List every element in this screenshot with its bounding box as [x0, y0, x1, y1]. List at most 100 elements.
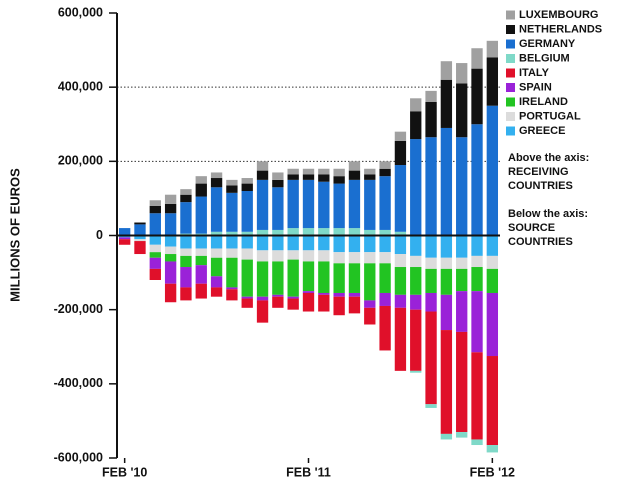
legend-swatch: [506, 25, 515, 34]
bar-segment: [134, 224, 146, 236]
y-tick-label: 200,000: [58, 154, 103, 168]
bar-segment: [425, 102, 437, 138]
bar-segment: [180, 248, 192, 256]
bar-segment: [226, 289, 238, 301]
bar-segment: [149, 213, 161, 236]
bar-segment: [287, 174, 299, 180]
legend-label: IRELAND: [519, 96, 568, 108]
bar-segment: [210, 231, 223, 236]
bar-segment: [486, 235, 499, 256]
bar-segment: [180, 255, 192, 268]
bar-segment: [302, 179, 315, 229]
legend-swatch: [506, 54, 515, 63]
bar-segment: [226, 192, 238, 232]
bar-segment: [118, 228, 131, 236]
bar-segment: [272, 294, 284, 297]
bar-segment: [149, 257, 161, 269]
bar-segment: [164, 283, 177, 303]
bar-segment: [425, 268, 437, 293]
legend-swatch: [506, 10, 515, 20]
x-tick-label: FEB '12: [470, 465, 515, 479]
bar-segment: [333, 296, 345, 316]
bar-segment: [348, 235, 361, 253]
annotation: Above the axis:: [508, 152, 589, 164]
bar-segment: [379, 305, 391, 351]
bar-segment: [318, 181, 330, 229]
bar-segment: [456, 331, 468, 433]
bar-segment: [456, 235, 468, 258]
bar-segment: [164, 213, 177, 236]
bar-segment: [241, 296, 253, 299]
bar-segment: [195, 265, 207, 284]
legend-swatch: [506, 39, 515, 49]
bar-segment: [440, 127, 453, 236]
bar-segment: [471, 439, 483, 446]
bar-segment: [379, 263, 391, 293]
bar-segment: [410, 255, 422, 268]
bar-segment: [471, 68, 483, 125]
bar-segment: [394, 231, 407, 236]
bar-segment: [302, 168, 315, 175]
bar-segment: [302, 250, 315, 262]
y-axis-label: MILLIONS OF EUROS: [7, 168, 22, 302]
bar-segment: [394, 140, 407, 166]
y-tick-label: 400,000: [58, 79, 103, 93]
bar-segment: [226, 231, 238, 236]
bar-segment: [486, 57, 499, 106]
bar-segment: [287, 179, 299, 229]
bar-segment: [456, 432, 468, 438]
bar-segment: [241, 259, 253, 297]
bar-segment: [241, 183, 253, 191]
legend-label: SPAIN: [519, 81, 552, 93]
annotation: RECEIVING: [508, 166, 569, 178]
bar-segment: [394, 131, 407, 141]
bar-segment: [180, 235, 192, 249]
bar-segment: [272, 250, 284, 262]
bar-segment: [456, 83, 468, 138]
bar-segment: [410, 98, 422, 112]
bar-segment: [226, 235, 238, 249]
bar-segment: [272, 261, 284, 295]
bar-segment: [410, 294, 422, 310]
bar-segment: [471, 352, 483, 440]
bar-segment: [272, 172, 284, 180]
y-tick-label: 600,000: [58, 5, 103, 19]
bar-segment: [149, 268, 161, 280]
bar-segment: [302, 292, 315, 312]
bar-segment: [210, 248, 223, 258]
bar-segment: [471, 291, 483, 353]
bar-segment: [440, 257, 453, 269]
bar-segment: [272, 235, 284, 251]
bar-segment: [333, 252, 345, 264]
bar-segment: [379, 252, 391, 264]
bar-segment: [287, 228, 299, 236]
bar-segment: [287, 235, 299, 251]
bar-segment: [425, 404, 437, 408]
bar-segment: [379, 161, 391, 169]
bar-segment: [364, 235, 376, 253]
bar-segment: [180, 189, 192, 195]
x-tick-label: FEB '11: [286, 465, 331, 479]
bar-segment: [164, 203, 177, 214]
bar-segment: [149, 200, 161, 206]
bar-segment: [256, 170, 269, 180]
bar-segment: [287, 298, 299, 310]
bar-segment: [318, 228, 330, 236]
bar-segment: [287, 296, 299, 299]
bar-segment: [118, 237, 131, 240]
bar-segment: [149, 205, 161, 214]
bar-segment: [425, 292, 437, 312]
bar-segment: [195, 183, 207, 197]
bar-segment: [425, 311, 437, 405]
bar-segment: [149, 235, 161, 245]
bar-segment: [348, 170, 361, 180]
bar-segment: [272, 229, 284, 236]
bar-segment: [348, 252, 361, 264]
bar-segment: [134, 241, 146, 255]
bar-segment: [379, 292, 391, 306]
bar-segment: [195, 235, 207, 249]
bar-segment: [440, 79, 453, 128]
bar-segment: [302, 291, 315, 293]
bar-segment: [333, 183, 345, 229]
